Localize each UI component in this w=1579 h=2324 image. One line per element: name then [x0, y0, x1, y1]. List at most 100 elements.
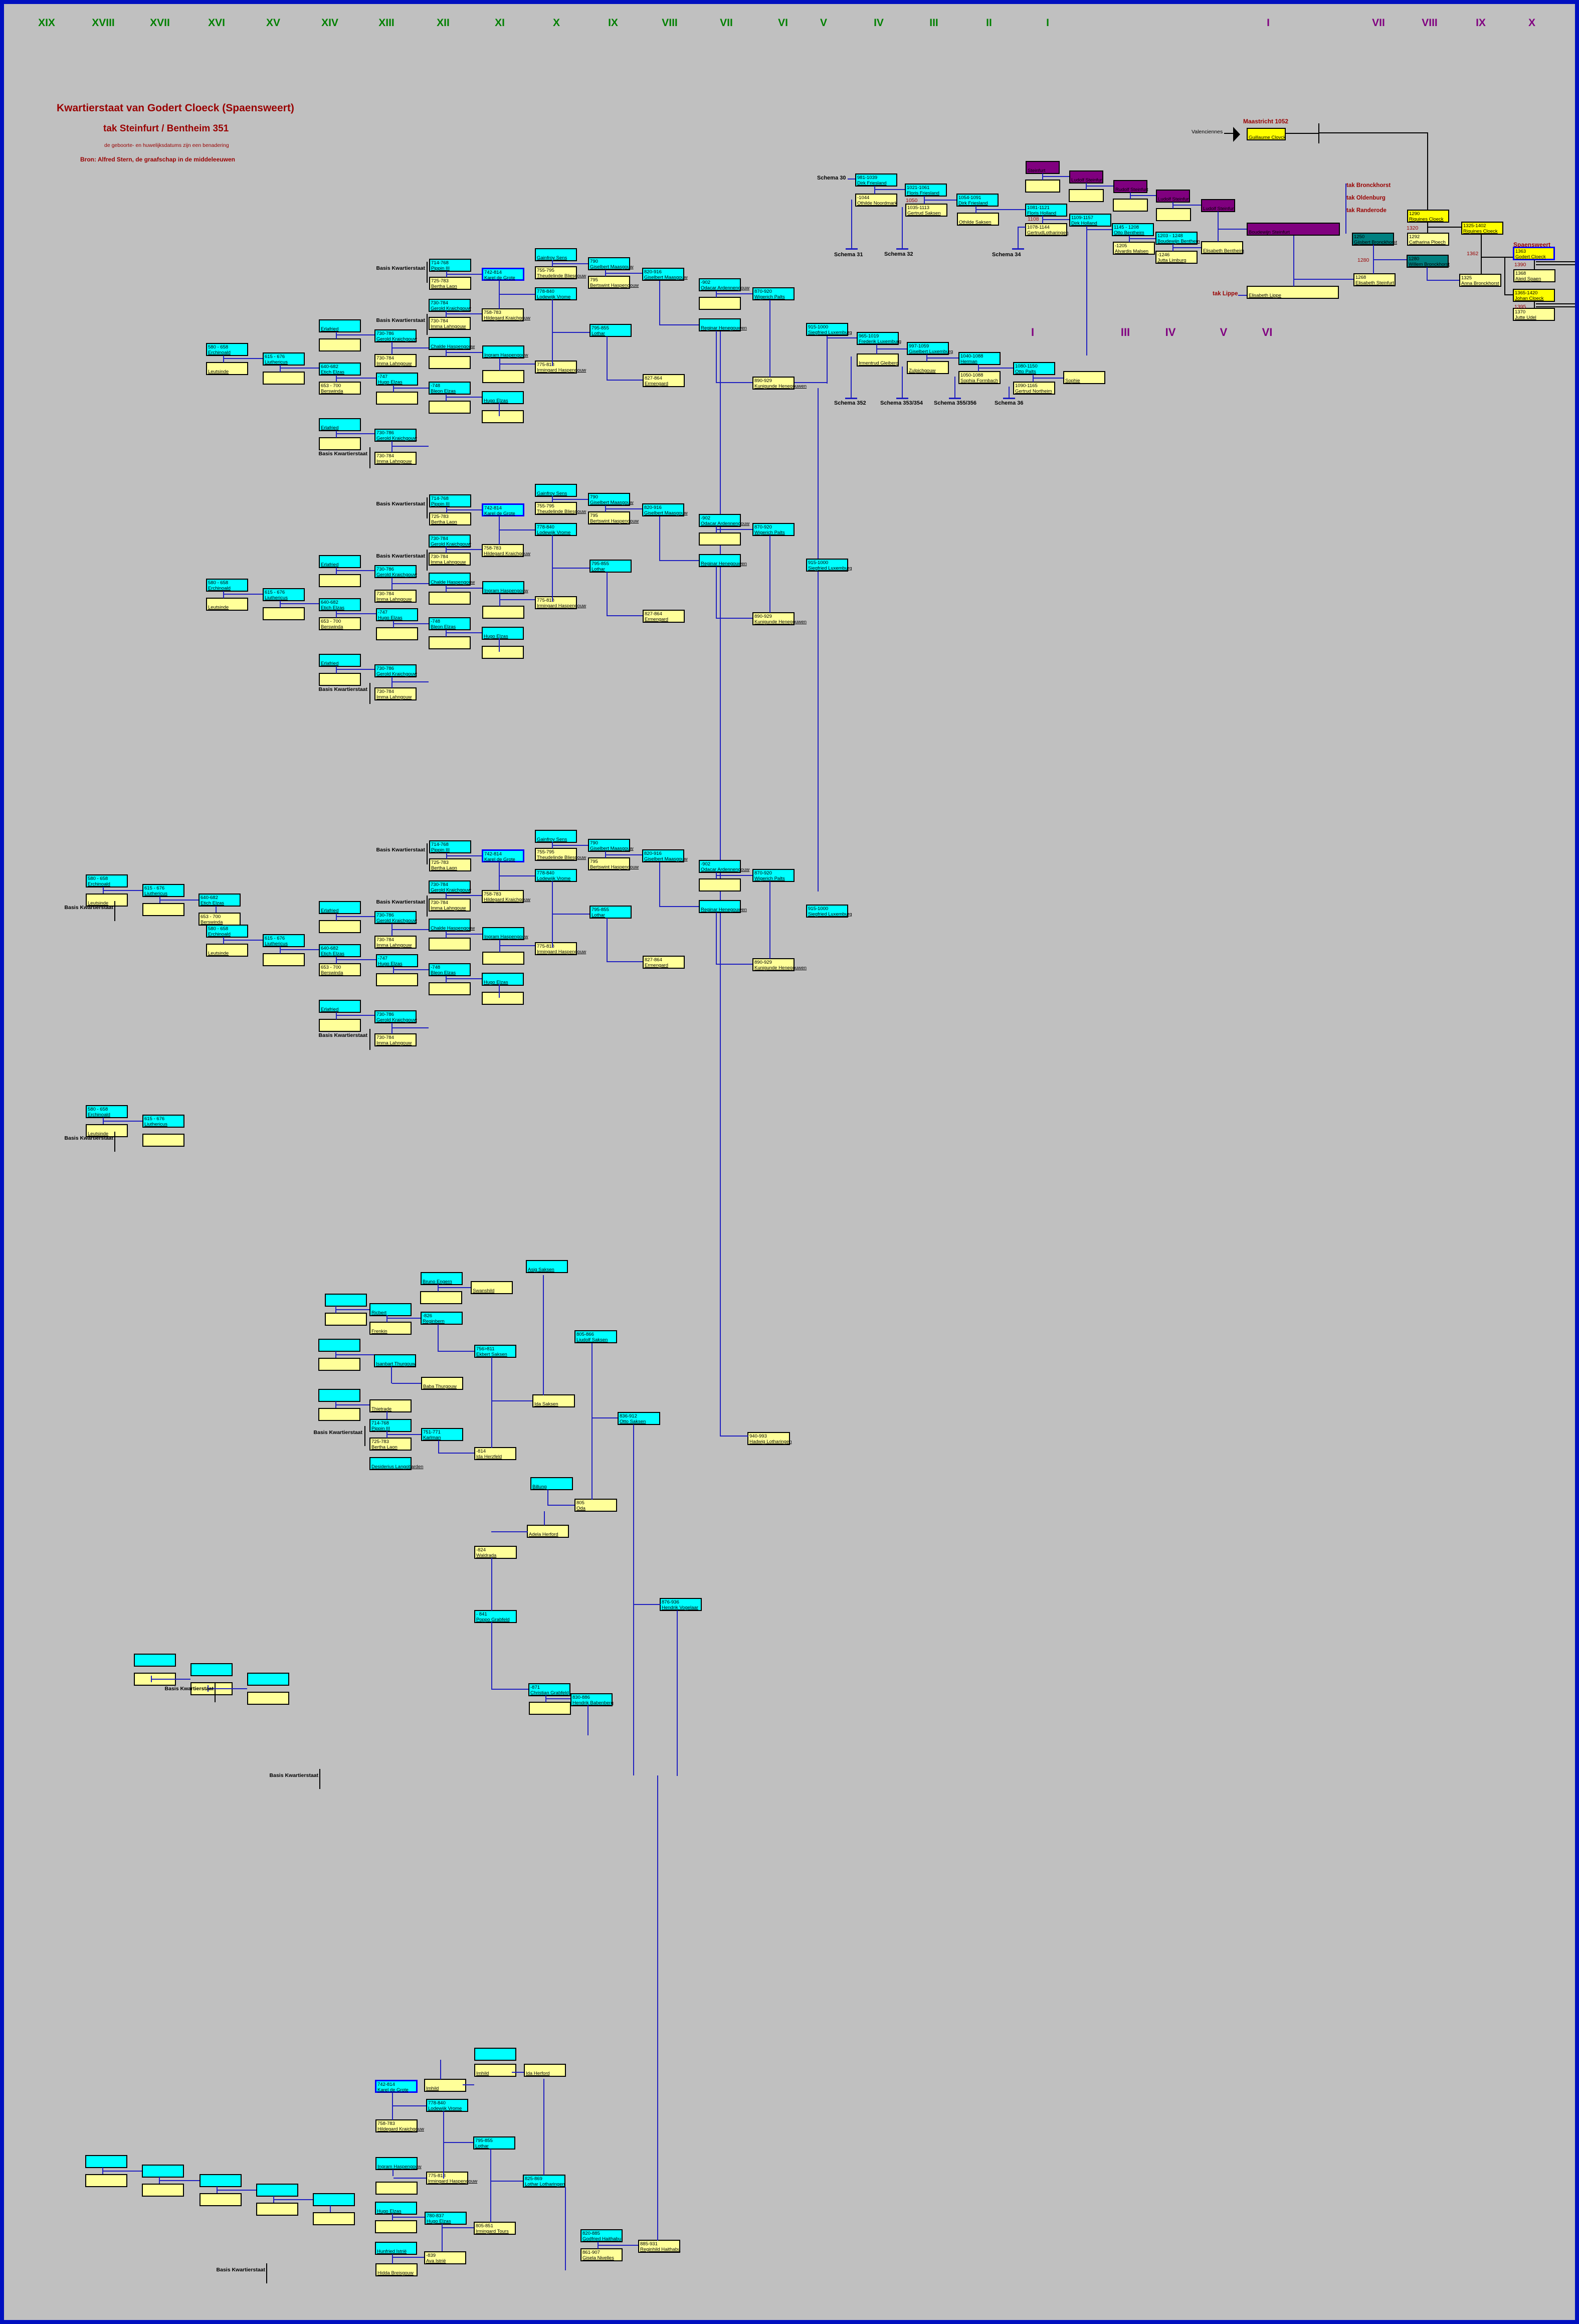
person-box[interactable]: 730-784 Imma Lahngouw [429, 553, 471, 566]
person-box[interactable] [319, 1019, 361, 1032]
person-box[interactable] [319, 437, 361, 450]
person-box[interactable]: 714-768 Pippin III [429, 259, 471, 272]
person-box[interactable]: 827-864 Ermengard [643, 956, 685, 969]
person-box[interactable] [134, 1654, 176, 1667]
person-box[interactable]: 730-786 Gerold Kraichgouw [374, 565, 417, 578]
person-box[interactable]: -902 Odacar Ardennengouw [699, 278, 749, 291]
person-box[interactable]: 725-783 Bertha Laon [429, 512, 471, 525]
person-box[interactable]: 820-916 Giselbert Maasgouw [642, 503, 688, 516]
person-box[interactable]: Chalde Haspengouw [429, 337, 475, 350]
person-box[interactable]: 1365-1420 Johan Cloeck [1513, 289, 1555, 302]
person-box[interactable]: -1246 Jutta Limburg [1155, 251, 1198, 264]
person-box[interactable]: 1368 Aleid Spaen [1513, 269, 1555, 282]
person-box[interactable]: 1363 Godert Cloeck [1513, 247, 1555, 260]
person-box[interactable]: Ludolf Steinfurt [1069, 170, 1103, 184]
person-box[interactable]: -814 Ida Herzfeld [474, 1447, 516, 1460]
person-box[interactable]: Ingram Haspengouw [482, 581, 528, 594]
person-box[interactable] [699, 297, 741, 310]
person-box[interactable]: 580 - 658 Erchinoald [86, 874, 128, 887]
person-box[interactable] [263, 372, 305, 385]
person-box[interactable]: Swanshild [471, 1281, 513, 1294]
person-box[interactable]: -1205 Alvardis Malsen [1113, 242, 1155, 255]
person-box[interactable]: Erlafried [319, 654, 361, 667]
person-box[interactable]: 870-920 Wigerich Palts [752, 287, 795, 300]
person-box[interactable]: 1325 Anna Bronckhorst [1459, 274, 1501, 287]
person-box[interactable]: Erlafried [319, 901, 361, 914]
person-box[interactable]: 755-795 Theudelinde Bliesgouw [535, 502, 586, 515]
person-box[interactable] [1025, 180, 1060, 193]
person-box[interactable] [200, 2174, 242, 2187]
person-box[interactable]: -747 Hugo Elzas [376, 373, 418, 386]
person-box[interactable] [256, 2203, 298, 2216]
person-box[interactable]: 1280 Willem Bronckhorst [1407, 255, 1450, 268]
person-box[interactable]: 795-855 Lothar [589, 324, 632, 337]
person-box[interactable] [429, 356, 471, 369]
person-box[interactable]: Baba Thurgouw [421, 1377, 463, 1390]
person-box[interactable]: Isanbart Thurgouw [374, 1354, 416, 1367]
person-box[interactable]: 825-869 Lothar Lotharingen [523, 2175, 565, 2188]
person-box[interactable]: 1021-1061 Floris Friesland [905, 184, 947, 197]
person-box[interactable]: Erlafried [319, 1000, 361, 1013]
person-box[interactable]: Reginar Henegouwen [699, 554, 747, 567]
person-box[interactable]: 795-855 Lothar [589, 560, 632, 573]
person-box[interactable]: 890-929 Kunigunde Henegouwen [752, 377, 807, 390]
person-box[interactable]: 580 - 658 Erchinoald [206, 579, 248, 592]
person-box[interactable]: Thietrade [369, 1399, 412, 1412]
person-box[interactable]: 775-818 Irmingard Haspengouw [535, 596, 586, 609]
person-box[interactable]: 795 Bertswint Haspengouw [588, 276, 639, 289]
person-box[interactable]: 653 - 700 Berswinda [319, 382, 361, 395]
person-box[interactable]: 725-783 Bertha Laon [369, 1438, 412, 1451]
person-box[interactable]: 742-814 Karel de Grote [482, 268, 524, 281]
person-box[interactable]: 1040-1088 Herman [958, 352, 1001, 365]
person-box[interactable]: 795 Bertswint Haspengouw [588, 857, 639, 870]
person-box[interactable]: 615 - 676 Liuthericus [263, 352, 305, 366]
person-box[interactable]: Bruno Engern [421, 1272, 463, 1285]
person-box[interactable] [263, 607, 305, 620]
person-box[interactable]: Ludolf Steinfurt [1201, 199, 1235, 212]
person-box[interactable]: 790 Giselbert Maasgouw [588, 839, 634, 852]
person-box[interactable]: 725-783 Bertha Laon [429, 277, 471, 290]
person-box[interactable] [376, 973, 418, 986]
person-box[interactable]: Hugo Elzas [482, 973, 524, 986]
person-box[interactable]: -748 Bleon Elzas [429, 617, 471, 630]
person-box[interactable]: Hugo Elzas [375, 2202, 417, 2215]
person-box[interactable]: 730-784 Imma Lahngouw [374, 590, 417, 603]
person-box[interactable] [319, 338, 361, 351]
person-box[interactable]: 640-682 Etich Elzas [319, 598, 361, 611]
person-box[interactable] [699, 878, 741, 891]
person-box[interactable] [420, 1291, 462, 1304]
person-box[interactable]: 780-837 Hugo Elzas [425, 2212, 467, 2225]
person-box[interactable]: 714-768 Pippin III [429, 840, 471, 853]
person-box[interactable]: 1203 - 1248 Boudewijn Benthem [1155, 232, 1200, 245]
person-box[interactable]: 1292 Catharina Ploech [1407, 233, 1449, 246]
person-box[interactable]: 758-783 Hildegard Kraichgouw [482, 308, 530, 321]
person-box[interactable]: 775-818 Irmingard Haspengouw [535, 361, 586, 374]
person-box[interactable]: Elisabeth Bentheim [1201, 241, 1244, 254]
person-box[interactable]: Hunfried Istrië [375, 2242, 417, 2255]
person-box[interactable] [482, 646, 524, 659]
person-box[interactable]: 730-784 Gerold Kraichgouw [429, 299, 471, 312]
person-box[interactable]: 640-682 Etich Elzas [199, 893, 241, 907]
person-box[interactable] [318, 1389, 360, 1402]
person-box[interactable]: 778-840 Lodewijk Vrome [535, 523, 577, 536]
person-box[interactable]: 1325-1402 Riquines Cloeck [1461, 222, 1503, 235]
person-box[interactable]: 1268 Elisabeth Steinfurt [1353, 273, 1396, 286]
person-box[interactable]: 1050-1088 Sophia Formbach [958, 371, 1001, 384]
person-box[interactable]: 756>811 Ekbert Saksen [474, 1345, 516, 1358]
person-box[interactable] [529, 1702, 571, 1715]
person-box[interactable]: 795 Bertswint Haspengouw [588, 511, 639, 524]
person-box[interactable]: 876-936 Hendrik Vogelaar [660, 1598, 702, 1611]
person-box[interactable]: 742-814 Karel de Grote [375, 2080, 418, 2093]
person-box[interactable]: 730-786 Gerold Kraichgouw [374, 1010, 417, 1023]
person-box[interactable]: 730-784 Gerold Kraichgouw [429, 880, 471, 893]
person-box[interactable]: 730-784 Imma Lahngouw [429, 899, 471, 912]
person-box[interactable] [482, 952, 524, 965]
person-box[interactable]: 890-929 Kunigunde Henegouwen [752, 612, 807, 625]
person-box[interactable]: 861-907 Gisela Nivelles [580, 2248, 623, 2261]
person-box[interactable]: Sophie [1063, 371, 1105, 384]
person-box[interactable]: Chalde Haspengouw [429, 573, 475, 586]
person-box[interactable]: Adela Herford [527, 1525, 569, 1538]
person-box[interactable] [318, 1408, 360, 1421]
person-box[interactable]: Ida Herford [524, 2064, 566, 2077]
person-box[interactable]: 795-855 Lothar [473, 2136, 515, 2150]
